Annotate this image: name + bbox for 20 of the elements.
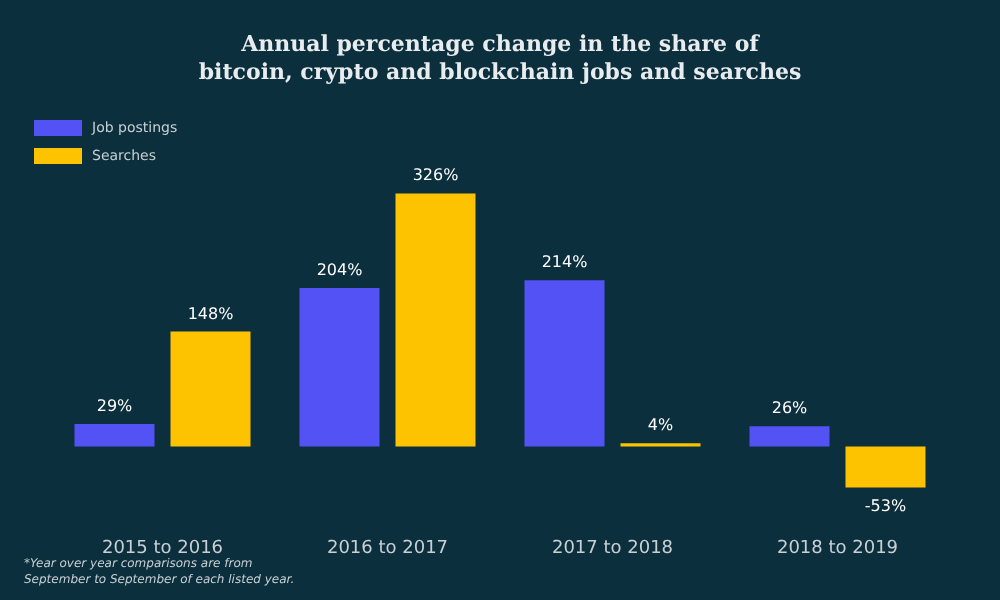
- data-label: 29%: [96, 396, 134, 415]
- bar: [524, 280, 605, 447]
- bar: [74, 423, 155, 447]
- data-label: 214%: [541, 253, 589, 272]
- bar: [749, 426, 830, 447]
- data-label: 204%: [316, 261, 364, 280]
- x-tick-label: 2017 to 2018: [551, 539, 674, 559]
- bar: [170, 331, 251, 447]
- data-label: 326%: [412, 166, 460, 185]
- data-label: -53%: [864, 496, 907, 515]
- bar: [845, 446, 926, 488]
- data-label: 26%: [771, 399, 809, 418]
- x-tick-label: 2016 to 2017: [326, 539, 449, 559]
- chart-title: Annual percentage change in the share of bitcoin, crypto and blockchain jobs and searches: [198, 31, 802, 85]
- bar: [299, 288, 380, 447]
- data-label: 4%: [647, 416, 674, 435]
- x-tick-label: 2018 to 2019: [776, 539, 899, 559]
- x-tick-label: 2015 to 2016: [101, 539, 224, 559]
- data-label: 148%: [187, 304, 235, 323]
- bar: [395, 193, 476, 447]
